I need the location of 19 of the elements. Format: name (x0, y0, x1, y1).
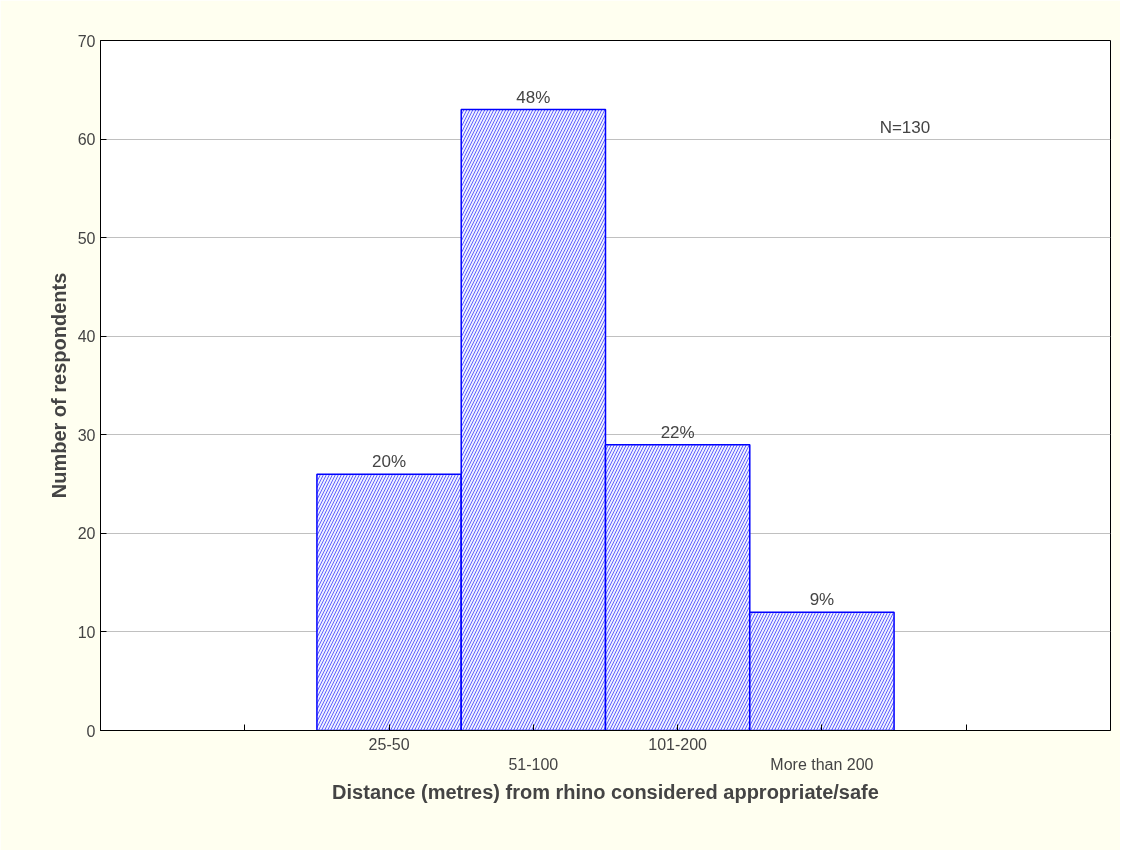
y-tick-label: 40 (77, 328, 96, 346)
annotation: 22% (660, 422, 695, 442)
y-tick-label: 70 (77, 32, 96, 50)
annotation: 20% (372, 452, 407, 472)
x-tick-label: 51-100 (508, 755, 559, 773)
annotation: 48% (516, 87, 551, 107)
y-tick-label: 60 (77, 131, 96, 149)
x-axis-title: Distance (metres) from rhino considered appropriate/safe (332, 780, 879, 803)
y-tick-label: 0 (86, 722, 96, 740)
x-tick-label: More than 200 (770, 755, 874, 773)
y-tick-label: 30 (77, 426, 96, 444)
y-axis-title: Number of respondents (47, 272, 70, 499)
annotation: 9% (809, 590, 835, 610)
y-tick-label: 20 (77, 525, 96, 543)
annotation: N=130 (879, 118, 931, 138)
y-tick-label: 10 (77, 623, 96, 641)
y-tick-label: 50 (77, 229, 96, 247)
x-tick-label: 101-200 (648, 735, 708, 753)
x-tick-label: 25-50 (368, 735, 410, 753)
